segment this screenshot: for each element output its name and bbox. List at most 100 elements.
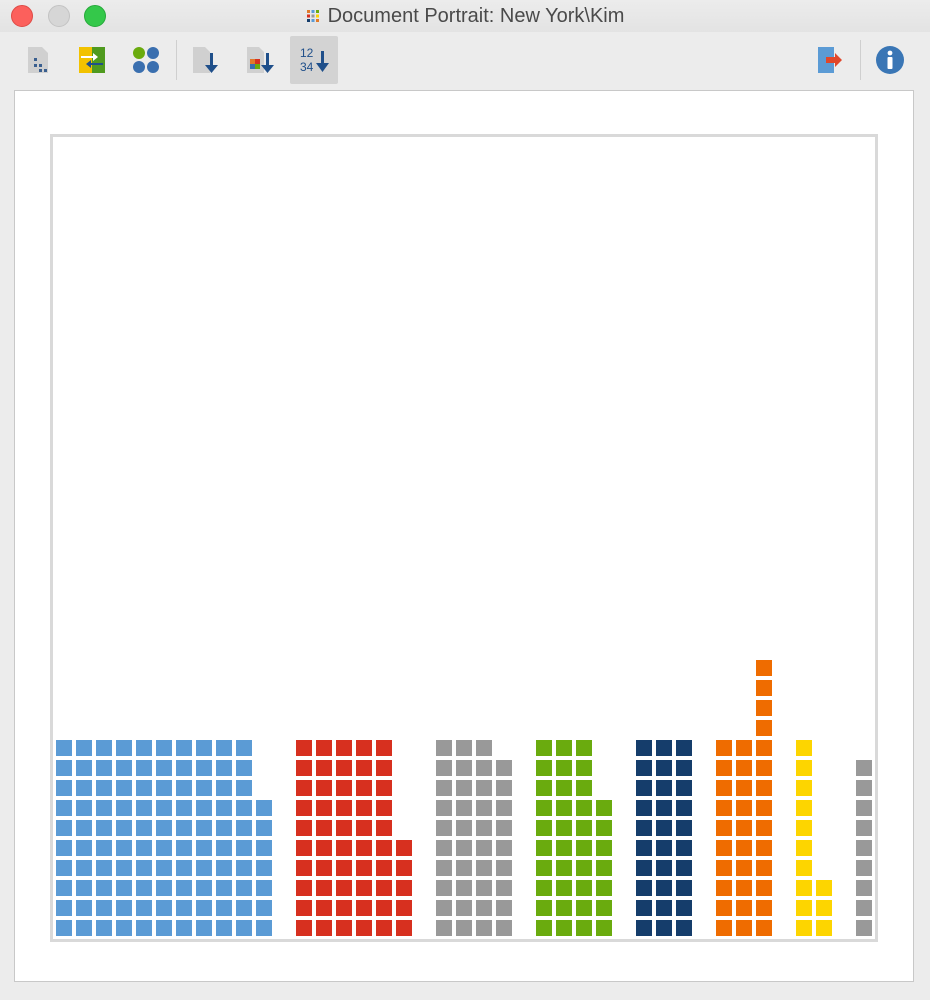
portrait-tile[interactable] bbox=[756, 820, 772, 836]
portrait-tile[interactable] bbox=[76, 740, 92, 756]
portrait-tile[interactable] bbox=[576, 760, 592, 776]
portrait-tile[interactable] bbox=[456, 800, 472, 816]
portrait-tile[interactable] bbox=[716, 740, 732, 756]
portrait-tile[interactable] bbox=[156, 860, 172, 876]
portrait-tile[interactable] bbox=[676, 860, 692, 876]
portrait-tile[interactable] bbox=[436, 740, 452, 756]
portrait-tile[interactable] bbox=[736, 820, 752, 836]
portrait-tile[interactable] bbox=[116, 780, 132, 796]
portrait-tile[interactable] bbox=[256, 820, 272, 836]
portrait-tile[interactable] bbox=[316, 760, 332, 776]
portrait-tile[interactable] bbox=[736, 800, 752, 816]
portrait-tile[interactable] bbox=[196, 780, 212, 796]
portrait-tile[interactable] bbox=[656, 840, 672, 856]
portrait-tile[interactable] bbox=[496, 860, 512, 876]
portrait-tile[interactable] bbox=[236, 740, 252, 756]
sort-by-number-button[interactable]: 12 34 bbox=[290, 36, 338, 84]
portrait-tile[interactable] bbox=[436, 800, 452, 816]
portrait-tile[interactable] bbox=[556, 880, 572, 896]
portrait-tile[interactable] bbox=[256, 860, 272, 876]
portrait-tile[interactable] bbox=[456, 760, 472, 776]
portrait-tile[interactable] bbox=[296, 840, 312, 856]
portrait-tile[interactable] bbox=[816, 920, 832, 936]
portrait-tile[interactable] bbox=[176, 800, 192, 816]
portrait-tile[interactable] bbox=[336, 860, 352, 876]
portrait-tile[interactable] bbox=[676, 920, 692, 936]
portrait-tile[interactable] bbox=[556, 740, 572, 756]
portrait-tile[interactable] bbox=[636, 820, 652, 836]
portrait-tile[interactable] bbox=[796, 920, 812, 936]
portrait-tile[interactable] bbox=[216, 920, 232, 936]
portrait-tile[interactable] bbox=[456, 840, 472, 856]
portrait-tile[interactable] bbox=[756, 860, 772, 876]
portrait-tile[interactable] bbox=[676, 840, 692, 856]
portrait-tile[interactable] bbox=[76, 880, 92, 896]
portrait-tile[interactable] bbox=[596, 820, 612, 836]
portrait-tile[interactable] bbox=[236, 820, 252, 836]
portrait-tile[interactable] bbox=[176, 900, 192, 916]
portrait-tile[interactable] bbox=[856, 900, 872, 916]
portrait-tile[interactable] bbox=[296, 800, 312, 816]
portrait-tile[interactable] bbox=[316, 920, 332, 936]
portrait-tile[interactable] bbox=[556, 840, 572, 856]
portrait-tile[interactable] bbox=[176, 920, 192, 936]
portrait-tile[interactable] bbox=[56, 920, 72, 936]
portrait-tile[interactable] bbox=[856, 880, 872, 896]
portrait-tile[interactable] bbox=[336, 760, 352, 776]
portrait-tile[interactable] bbox=[736, 900, 752, 916]
portrait-tile[interactable] bbox=[156, 820, 172, 836]
portrait-tile[interactable] bbox=[376, 780, 392, 796]
portrait-tile[interactable] bbox=[456, 820, 472, 836]
portrait-tile[interactable] bbox=[436, 760, 452, 776]
circles-view-button[interactable] bbox=[122, 36, 170, 84]
portrait-tile[interactable] bbox=[56, 780, 72, 796]
portrait-tile[interactable] bbox=[856, 760, 872, 776]
portrait-tile[interactable] bbox=[496, 800, 512, 816]
portrait-tile[interactable] bbox=[456, 740, 472, 756]
portrait-tile[interactable] bbox=[856, 780, 872, 796]
portrait-tile[interactable] bbox=[536, 780, 552, 796]
portrait-tile[interactable] bbox=[796, 860, 812, 876]
portrait-tile[interactable] bbox=[356, 900, 372, 916]
portrait-tile[interactable] bbox=[676, 900, 692, 916]
portrait-tile[interactable] bbox=[136, 860, 152, 876]
portrait-tile[interactable] bbox=[436, 900, 452, 916]
portrait-tile[interactable] bbox=[236, 920, 252, 936]
portrait-tile[interactable] bbox=[216, 740, 232, 756]
portrait-tile[interactable] bbox=[556, 900, 572, 916]
portrait-tile[interactable] bbox=[736, 860, 752, 876]
portrait-tile[interactable] bbox=[396, 860, 412, 876]
portrait-tile[interactable] bbox=[236, 840, 252, 856]
portrait-tile[interactable] bbox=[656, 860, 672, 876]
portrait-tile[interactable] bbox=[636, 800, 652, 816]
portrait-tile[interactable] bbox=[156, 840, 172, 856]
portrait-tile[interactable] bbox=[296, 780, 312, 796]
portrait-tile[interactable] bbox=[136, 760, 152, 776]
portrait-tile[interactable] bbox=[576, 880, 592, 896]
portrait-tile[interactable] bbox=[656, 900, 672, 916]
portrait-tile[interactable] bbox=[156, 900, 172, 916]
portrait-tile[interactable] bbox=[656, 820, 672, 836]
portrait-tile[interactable] bbox=[476, 880, 492, 896]
portrait-tile[interactable] bbox=[176, 740, 192, 756]
portrait-tile[interactable] bbox=[256, 920, 272, 936]
portrait-tile[interactable] bbox=[596, 860, 612, 876]
portrait-tile[interactable] bbox=[736, 780, 752, 796]
portrait-tile[interactable] bbox=[736, 740, 752, 756]
portrait-tile[interactable] bbox=[396, 920, 412, 936]
portrait-tile[interactable] bbox=[116, 840, 132, 856]
portrait-tile[interactable] bbox=[656, 920, 672, 936]
portrait-tile[interactable] bbox=[636, 880, 652, 896]
portrait-tile[interactable] bbox=[796, 780, 812, 796]
portrait-tile[interactable] bbox=[156, 740, 172, 756]
portrait-tile[interactable] bbox=[596, 900, 612, 916]
portrait-tile[interactable] bbox=[156, 780, 172, 796]
portrait-tile[interactable] bbox=[636, 740, 652, 756]
portrait-tile[interactable] bbox=[436, 880, 452, 896]
portrait-tile[interactable] bbox=[336, 800, 352, 816]
portrait-tile[interactable] bbox=[716, 760, 732, 776]
portrait-tile[interactable] bbox=[76, 760, 92, 776]
portrait-tile[interactable] bbox=[556, 780, 572, 796]
portrait-tile[interactable] bbox=[216, 860, 232, 876]
portrait-tile[interactable] bbox=[136, 880, 152, 896]
